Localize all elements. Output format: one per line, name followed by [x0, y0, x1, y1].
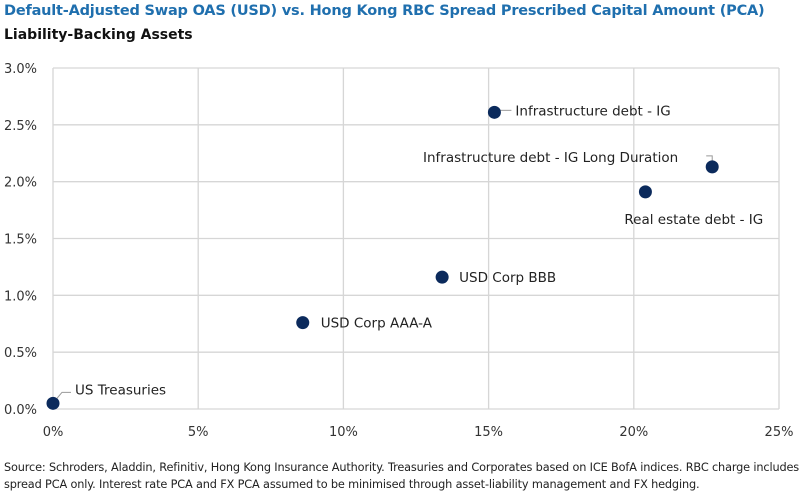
chart-subtitle: Liability-Backing Assets — [4, 27, 193, 43]
y-tick-label: 0.5% — [4, 346, 37, 361]
y-tick-label: 0.0% — [4, 403, 37, 418]
x-tick-label: 20% — [619, 425, 648, 440]
y-tick-label: 1.0% — [4, 289, 37, 304]
leader-line — [56, 391, 71, 399]
source-note: Source: Schroders, Aladdin, Refinitiv, H… — [4, 461, 800, 491]
data-label: Infrastructure debt - IG Long Duration — [423, 150, 678, 166]
data-label: Real estate debt - IG — [624, 212, 763, 228]
x-tick-label: 10% — [329, 425, 358, 440]
x-tick-label: 5% — [188, 425, 209, 440]
data-label: Infrastructure debt - IG — [515, 103, 670, 119]
data-point — [638, 185, 652, 199]
data-point — [46, 396, 60, 410]
y-tick-label: 3.0% — [4, 62, 37, 77]
x-tick-label: 0% — [43, 425, 64, 440]
data-point — [435, 270, 449, 284]
data-label: US Treasuries — [75, 382, 166, 398]
data-point — [705, 160, 719, 174]
data-label: USD Corp AAA-A — [321, 316, 433, 332]
y-tick-label: 1.5% — [4, 233, 37, 248]
data-point — [487, 105, 501, 119]
y-tick-label: 2.0% — [4, 176, 37, 191]
data-point — [296, 316, 310, 330]
x-tick-label: 15% — [474, 425, 503, 440]
x-tick-label: 25% — [765, 425, 794, 440]
data-label: USD Corp BBB — [459, 270, 556, 286]
chart-title: Default-Adjusted Swap OAS (USD) vs. Hong… — [4, 3, 765, 19]
y-tick-label: 2.5% — [4, 119, 37, 134]
